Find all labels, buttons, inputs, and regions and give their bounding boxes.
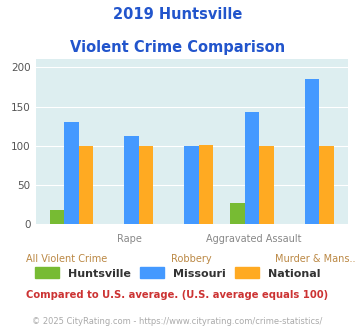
Text: Violent Crime Comparison: Violent Crime Comparison <box>70 40 285 54</box>
Bar <box>199 145 213 224</box>
Text: 2019 Huntsville: 2019 Huntsville <box>113 7 242 21</box>
Bar <box>319 146 334 224</box>
Bar <box>185 146 199 224</box>
Text: © 2025 CityRating.com - https://www.cityrating.com/crime-statistics/: © 2025 CityRating.com - https://www.city… <box>32 317 323 326</box>
Legend: Huntsville, Missouri, National: Huntsville, Missouri, National <box>30 263 325 283</box>
Bar <box>305 79 319 224</box>
Text: Robbery: Robbery <box>171 254 212 264</box>
Bar <box>245 112 259 224</box>
Bar <box>139 146 153 224</box>
Bar <box>124 136 139 224</box>
Bar <box>64 122 78 224</box>
Text: Compared to U.S. average. (U.S. average equals 100): Compared to U.S. average. (U.S. average … <box>26 290 329 300</box>
Text: All Violent Crime: All Violent Crime <box>26 254 107 264</box>
Text: Aggravated Assault: Aggravated Assault <box>206 234 302 244</box>
Bar <box>230 203 245 224</box>
Bar <box>78 146 93 224</box>
Bar <box>50 210 64 224</box>
Text: Murder & Mans...: Murder & Mans... <box>275 254 355 264</box>
Bar <box>259 146 274 224</box>
Text: Rape: Rape <box>117 234 142 244</box>
